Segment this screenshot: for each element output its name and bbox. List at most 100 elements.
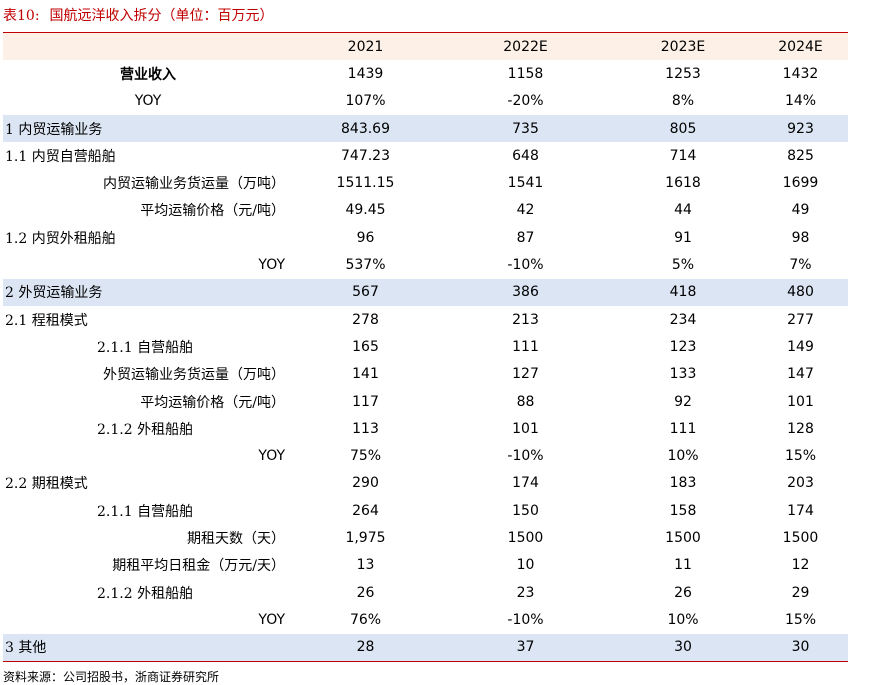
value-cell: 1253: [665, 65, 701, 82]
value-cell: 15%: [784, 448, 817, 465]
table-row: 2.1 程租模式 278 213 234 277: [3, 306, 848, 333]
row-label: 平均运输价格（元/吨）: [140, 203, 285, 220]
row-label: 2.1 程租模式: [5, 312, 88, 329]
row-label: 2.2 期租模式: [5, 476, 88, 493]
row-label: YOY: [258, 448, 285, 465]
table-row: 期租平均日租金（万元/天） 13 10 11 12: [3, 552, 848, 579]
value-cell: 480: [787, 284, 814, 301]
table-row: 1 内贸运输业务 843.69 735 805 923: [3, 114, 848, 143]
value-cell: 203: [787, 475, 814, 492]
value-cell: 805: [669, 120, 697, 137]
table-row: 期租天数（天） 1,975 1500 1500 1500: [3, 524, 848, 551]
value-cell: 123: [669, 338, 697, 355]
value-cell: 10%: [667, 448, 699, 465]
value-cell: 825: [787, 147, 814, 164]
value-cell: 96: [356, 229, 375, 246]
value-cell: 714: [669, 147, 697, 164]
row-label: 2.1.1 自营船舶: [97, 339, 194, 356]
value-cell: 111: [669, 420, 697, 437]
value-cell: 8%: [671, 93, 695, 110]
value-cell: 42: [516, 202, 535, 219]
value-cell: 15%: [784, 611, 817, 628]
row-label: 营业收入: [120, 66, 176, 83]
table-row: YOY 537% -10% 5% 7%: [3, 251, 848, 278]
value-cell: -10%: [507, 257, 544, 274]
value-cell: 23: [516, 584, 535, 601]
row-label: 3 其他: [5, 640, 47, 657]
value-cell: 567: [352, 284, 379, 301]
table-row: 营业收入 1439 1158 1253 1432: [3, 60, 848, 87]
table-row: 平均运输价格（元/吨） 49.45 42 44 49: [3, 197, 848, 224]
value-cell: 88: [516, 393, 535, 410]
table-row: 2.1.1 自营船舶 264 150 158 174: [3, 497, 848, 524]
table-row: 2 外贸运输业务 567 386 418 480: [3, 278, 848, 306]
value-cell: 1500: [782, 529, 819, 546]
header-cell-2022e: 2022E: [503, 38, 548, 55]
table-row: YOY 75% -10% 10% 15%: [3, 442, 848, 469]
value-cell: 165: [352, 338, 379, 355]
row-label: YOY: [258, 257, 285, 274]
value-cell: 1158: [507, 65, 544, 82]
value-cell: 147: [787, 366, 814, 383]
value-cell: 1618: [665, 175, 701, 192]
value-cell: 101: [787, 393, 814, 410]
value-cell: 923: [787, 120, 814, 137]
value-cell: 174: [787, 502, 814, 519]
value-cell: 75%: [349, 448, 382, 465]
table-row: 平均运输价格（元/吨） 117 88 92 101: [3, 388, 848, 415]
value-cell: 76%: [349, 611, 382, 628]
value-cell: 117: [352, 393, 379, 410]
value-cell: 87: [516, 229, 535, 246]
value-cell: 141: [352, 366, 379, 383]
value-cell: 26: [356, 584, 375, 601]
table-row: 2.1.1 自营船舶 165 111 123 149: [3, 333, 848, 360]
value-cell: 98: [791, 229, 810, 246]
value-cell: 29: [791, 584, 810, 601]
value-cell: 14%: [784, 93, 817, 110]
value-cell: 537%: [345, 257, 386, 274]
value-cell: 1,975: [345, 529, 386, 546]
value-cell: 10: [516, 557, 535, 574]
value-cell: 28: [356, 639, 375, 656]
value-cell: 113: [352, 420, 379, 437]
value-cell: 30: [791, 639, 810, 656]
value-cell: 12: [791, 557, 810, 574]
table-row: 2.1.2 外租船舶 26 23 26 29: [3, 579, 848, 606]
value-cell: 11: [674, 557, 692, 574]
value-cell: 386: [512, 284, 539, 301]
table-row: 2.1.2 外租船舶 113 101 111 128: [3, 415, 848, 442]
value-cell: 290: [352, 475, 379, 492]
value-cell: 30: [674, 639, 692, 656]
value-cell: 1439: [347, 65, 384, 82]
row-label: 内贸运输业务货运量（万吨）: [103, 176, 285, 193]
value-cell: 648: [512, 147, 539, 164]
value-cell: 26: [674, 584, 692, 601]
value-cell: 91: [674, 229, 692, 246]
value-cell: -10%: [507, 611, 544, 628]
value-cell: 133: [669, 366, 697, 383]
table-row: 内贸运输业务货运量（万吨） 1511.15 1541 1618 1699: [3, 169, 848, 196]
value-cell: 264: [352, 502, 379, 519]
header-row: 2021 2022E 2023E 2024E: [3, 32, 848, 61]
value-cell: 149: [787, 338, 814, 355]
value-cell: 92: [674, 393, 692, 410]
value-cell: 1432: [782, 65, 819, 82]
value-cell: 1541: [507, 175, 544, 192]
table-row: 外贸运输业务货运量（万吨） 141 127 133 147: [3, 361, 848, 388]
row-label: 1.1 内贸自营船舶: [5, 148, 116, 165]
value-cell: -10%: [507, 448, 544, 465]
row-label: 外贸运输业务货运量（万吨）: [103, 367, 285, 384]
value-cell: 843.69: [341, 120, 390, 137]
table-caption: 国航远洋收入拆分（单位：百万元）: [49, 8, 274, 24]
header-cell-2023e: 2023E: [660, 38, 706, 55]
header-cell-2021: 2021: [347, 38, 384, 55]
row-label: 2.1.1 自营船舶: [97, 503, 194, 520]
row-label: 2 外贸运输业务: [5, 285, 103, 302]
value-cell: 735: [512, 120, 539, 137]
value-cell: 158: [669, 502, 697, 519]
row-label: YOY: [258, 611, 285, 628]
row-label: 2.1.2 外租船舶: [97, 585, 194, 602]
table-row: YOY 107% -20% 8% 14%: [3, 88, 848, 115]
table-number: 表10:: [3, 8, 40, 24]
row-label: 2.1.2 外租船舶: [97, 421, 194, 438]
